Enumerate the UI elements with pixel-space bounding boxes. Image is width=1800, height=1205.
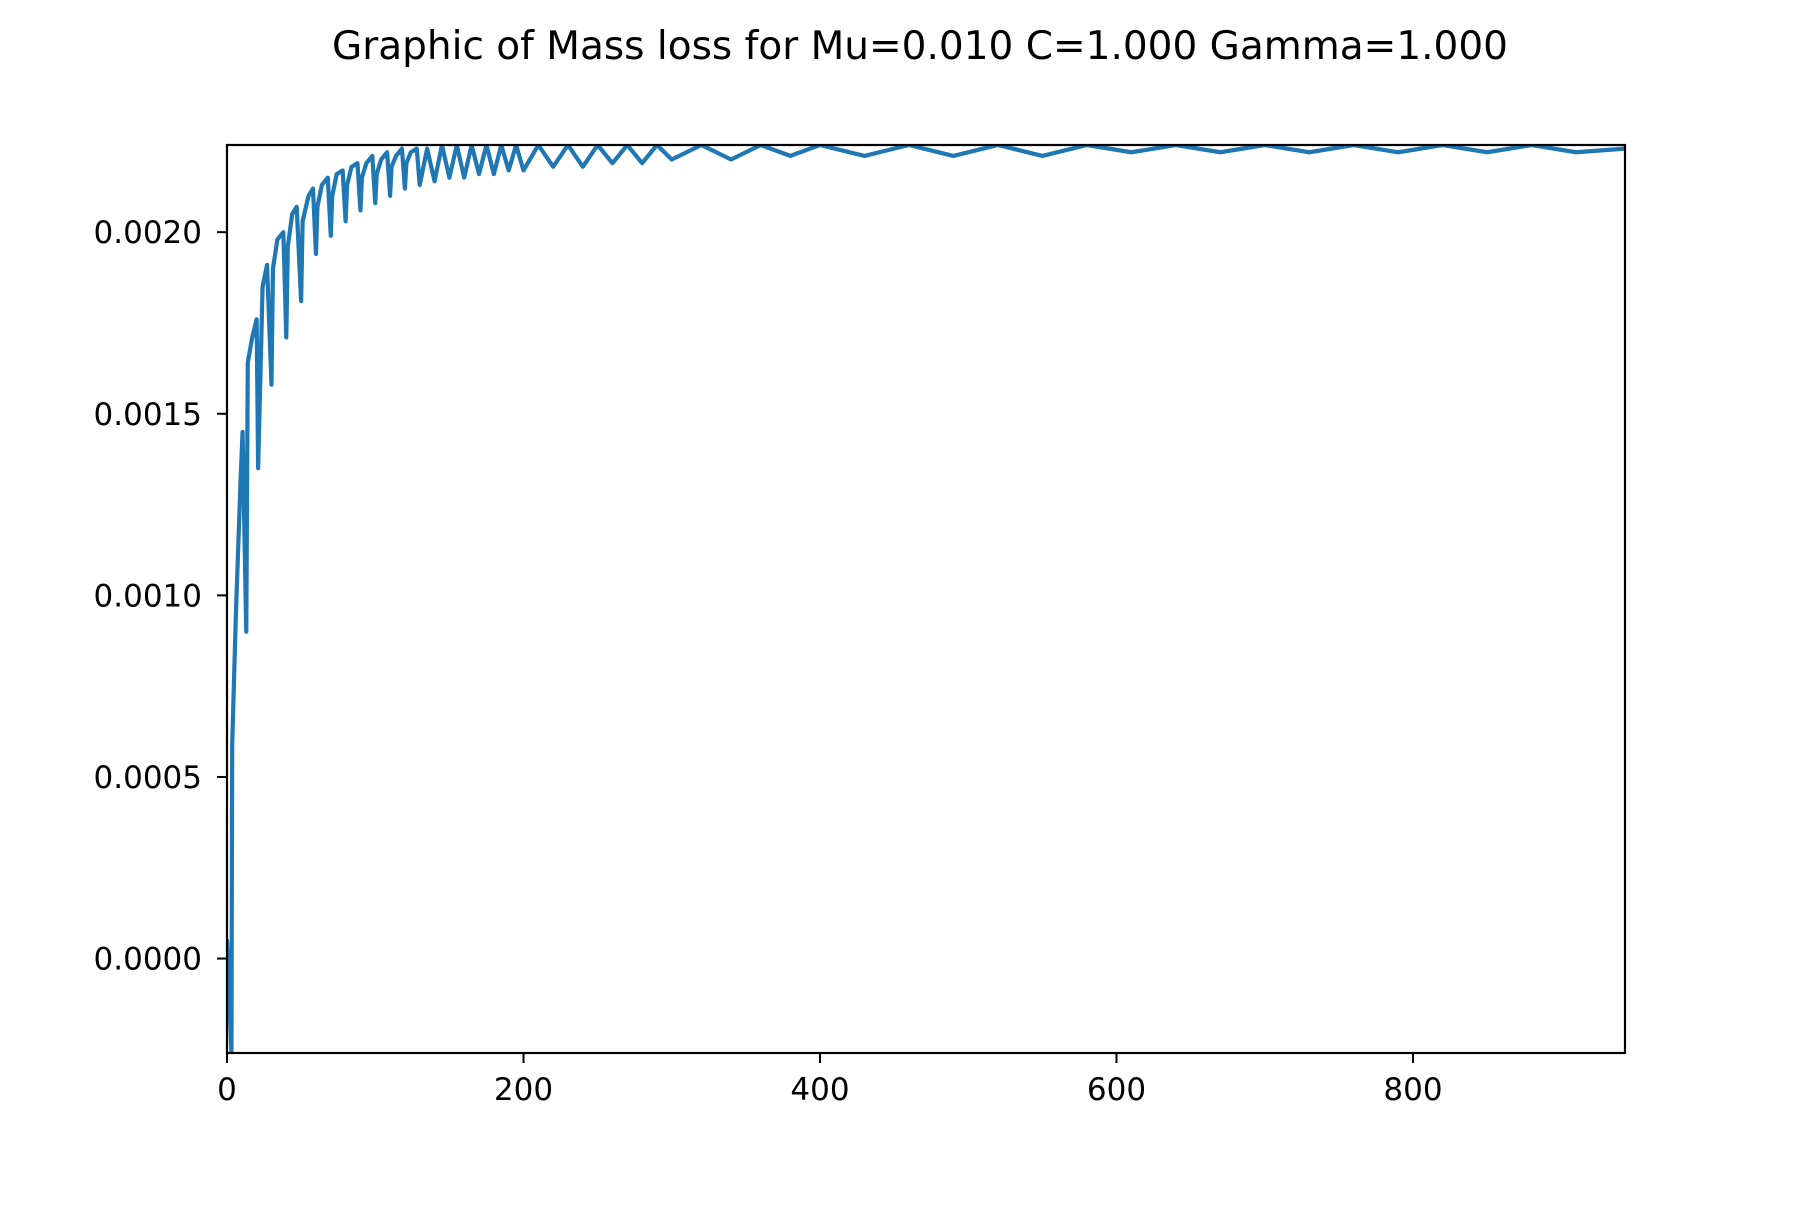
- y-tick-label: 0.0000: [94, 942, 202, 978]
- y-tick-label: 0.0010: [94, 578, 202, 614]
- plot-frame: [225, 143, 1627, 1055]
- y-tick-label: 0.0020: [94, 215, 202, 251]
- x-tick-label: 0: [217, 1072, 237, 1108]
- y-tick-label: 0.0005: [94, 760, 202, 796]
- x-tick-label: 600: [1087, 1072, 1146, 1108]
- y-tick-label: 0.0015: [94, 397, 202, 433]
- x-axis: 0 200 400 600 800: [217, 1053, 1443, 1108]
- x-tick-label: 200: [494, 1072, 553, 1108]
- plot-area: [227, 145, 1625, 1053]
- x-tick-label: 800: [1383, 1072, 1442, 1108]
- series-line-0: [227, 145, 1625, 1053]
- y-axis: 0.0000 0.0005 0.0010 0.0015 0.0020: [94, 215, 227, 978]
- x-tick-label: 400: [790, 1072, 849, 1108]
- chart-title: Graphic of Mass loss for Mu=0.010 C=1.00…: [332, 24, 1508, 69]
